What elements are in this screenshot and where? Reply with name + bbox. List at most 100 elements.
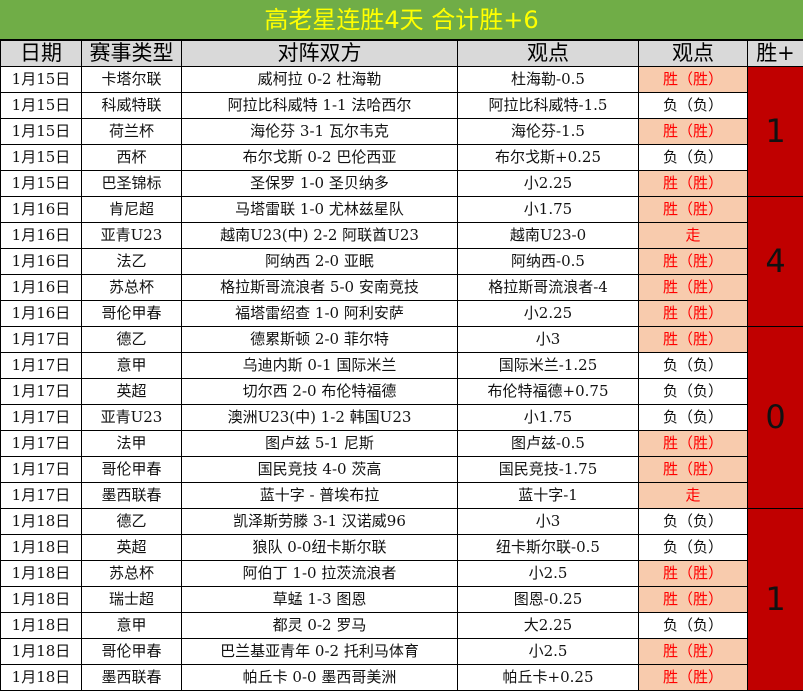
match-cell: 蓝十字 - 普埃布拉 (182, 483, 458, 509)
match-cell: 圣保罗 1-0 圣贝纳多 (182, 171, 458, 197)
result-cell: 胜（胜） (639, 301, 748, 327)
date-cell: 1月15日 (1, 171, 82, 197)
league-cell: 德乙 (82, 327, 182, 353)
pick-cell: 布伦特福德+0.75 (458, 379, 639, 405)
pick-cell: 帕丘卡+0.25 (458, 665, 639, 691)
match-cell: 德累斯顿 2-0 菲尔特 (182, 327, 458, 353)
league-cell: 哥伦甲春 (82, 457, 182, 483)
result-cell: 胜（胜） (639, 67, 748, 93)
league-cell: 亚青U23 (82, 223, 182, 249)
result-cell: 胜（胜） (639, 249, 748, 275)
date-cell: 1月18日 (1, 613, 82, 639)
group-wins-cell: 1 (748, 67, 803, 197)
header-league: 赛事类型 (82, 41, 182, 67)
group-wins-cell: 0 (748, 327, 803, 509)
pick-cell: 阿纳西-0.5 (458, 249, 639, 275)
league-cell: 英超 (82, 379, 182, 405)
date-cell: 1月17日 (1, 353, 82, 379)
match-cell: 都灵 0-2 罗马 (182, 613, 458, 639)
result-cell: 负（负） (639, 613, 748, 639)
league-cell: 荷兰杯 (82, 119, 182, 145)
date-cell: 1月17日 (1, 405, 82, 431)
match-cell: 布尔戈斯 0-2 巴伦西亚 (182, 145, 458, 171)
match-cell: 格拉斯哥流浪者 5-0 安南竞技 (182, 275, 458, 301)
pick-cell: 图卢兹-0.5 (458, 431, 639, 457)
pick-cell: 小3 (458, 509, 639, 535)
result-cell: 负（负） (639, 145, 748, 171)
results-table: 日期 赛事类型 对阵双方 观点 观点 胜+ 1月15日卡塔尔联威柯拉 0-2 杜… (0, 40, 803, 691)
match-cell: 福塔雷绍查 1-0 阿利安萨 (182, 301, 458, 327)
result-cell: 胜（胜） (639, 171, 748, 197)
date-cell: 1月15日 (1, 145, 82, 171)
league-cell: 苏总杯 (82, 275, 182, 301)
league-cell: 德乙 (82, 509, 182, 535)
match-cell: 威柯拉 0-2 杜海勒 (182, 67, 458, 93)
match-cell: 乌迪内斯 0-1 国际米兰 (182, 353, 458, 379)
pick-cell: 阿拉比科威特-1.5 (458, 93, 639, 119)
match-cell: 切尔西 2-0 布伦特福德 (182, 379, 458, 405)
result-cell: 胜（胜） (639, 639, 748, 665)
result-cell: 胜（胜） (639, 561, 748, 587)
header-pick: 观点 (458, 41, 639, 67)
result-cell: 胜（胜） (639, 431, 748, 457)
match-cell: 凯泽斯劳滕 3-1 汉诺威96 (182, 509, 458, 535)
result-cell: 走 (639, 483, 748, 509)
group-wins-cell: 1 (748, 509, 803, 691)
match-cell: 巴兰基亚青年 0-2 托利马体育 (182, 639, 458, 665)
date-cell: 1月18日 (1, 665, 82, 691)
pick-cell: 格拉斯哥流浪者-4 (458, 275, 639, 301)
pick-cell: 蓝十字-1 (458, 483, 639, 509)
date-cell: 1月18日 (1, 561, 82, 587)
date-cell: 1月17日 (1, 483, 82, 509)
date-cell: 1月18日 (1, 509, 82, 535)
page-title: 高老星连胜4天 合计胜+6 (0, 0, 803, 40)
league-cell: 肯尼超 (82, 197, 182, 223)
date-cell: 1月18日 (1, 535, 82, 561)
league-cell: 哥伦甲春 (82, 301, 182, 327)
match-cell: 草蜢 1-3 图恩 (182, 587, 458, 613)
league-cell: 法甲 (82, 431, 182, 457)
pick-cell: 国民竞技-1.75 (458, 457, 639, 483)
pick-cell: 小2.5 (458, 561, 639, 587)
date-cell: 1月16日 (1, 223, 82, 249)
match-cell: 越南U23(中) 2-2 阿联酋U23 (182, 223, 458, 249)
league-cell: 意甲 (82, 353, 182, 379)
league-cell: 英超 (82, 535, 182, 561)
pick-cell: 图恩-0.25 (458, 587, 639, 613)
pick-cell: 小2.25 (458, 301, 639, 327)
league-cell: 科威特联 (82, 93, 182, 119)
match-cell: 澳洲U23(中) 1-2 韩国U23 (182, 405, 458, 431)
result-cell: 走 (639, 223, 748, 249)
match-cell: 阿拉比科威特 1-1 法哈西尔 (182, 93, 458, 119)
pick-cell: 海伦芬-1.5 (458, 119, 639, 145)
league-cell: 西杯 (82, 145, 182, 171)
pick-cell: 小1.75 (458, 197, 639, 223)
date-cell: 1月17日 (1, 457, 82, 483)
group-wins-cell: 4 (748, 197, 803, 327)
date-cell: 1月17日 (1, 327, 82, 353)
match-cell: 帕丘卡 0-0 墨西哥美洲 (182, 665, 458, 691)
league-cell: 墨西联春 (82, 483, 182, 509)
date-cell: 1月15日 (1, 67, 82, 93)
pick-cell: 杜海勒-0.5 (458, 67, 639, 93)
pick-cell: 小2.25 (458, 171, 639, 197)
league-cell: 法乙 (82, 249, 182, 275)
result-cell: 胜（胜） (639, 119, 748, 145)
